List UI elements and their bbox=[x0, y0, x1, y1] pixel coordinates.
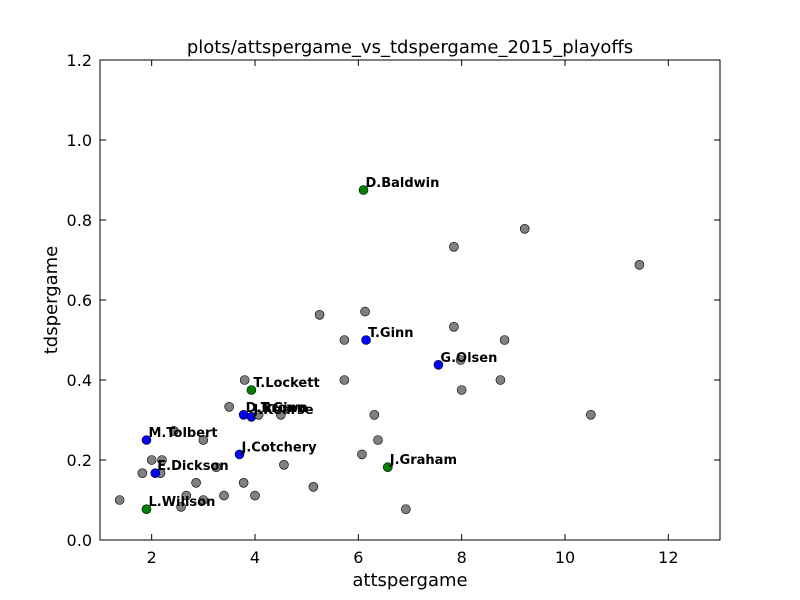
x-tick-label: 4 bbox=[250, 548, 260, 567]
data-point bbox=[449, 242, 459, 252]
data-point-label: G.Olsen bbox=[440, 351, 497, 366]
data-point-label: T.Lockett bbox=[253, 376, 319, 391]
data-point bbox=[250, 490, 260, 501]
data-point bbox=[176, 501, 186, 512]
data-point bbox=[455, 355, 466, 365]
y-tick-label: 0.0 bbox=[67, 531, 92, 550]
x-tick-label: 8 bbox=[457, 548, 467, 567]
y-axis-label: tdspergame bbox=[41, 246, 62, 355]
data-point-label: M.Tolbert bbox=[149, 426, 218, 441]
data-point bbox=[157, 455, 167, 465]
data-point bbox=[634, 259, 645, 270]
data-point bbox=[357, 449, 367, 460]
data-point-labeled bbox=[234, 449, 245, 460]
data-point-label: D.Baldwin bbox=[366, 176, 440, 191]
data-point bbox=[224, 401, 234, 412]
data-point-label: T.Ginn bbox=[368, 326, 413, 341]
data-point bbox=[198, 435, 209, 445]
data-point bbox=[219, 490, 229, 501]
x-tick-label: 10 bbox=[555, 548, 575, 567]
data-point bbox=[360, 306, 370, 317]
data-point bbox=[308, 481, 319, 492]
data-point bbox=[137, 468, 148, 479]
data-point bbox=[519, 224, 530, 234]
data-point bbox=[449, 321, 459, 332]
y-tick-label: 1.0 bbox=[67, 131, 92, 150]
data-point-labeled bbox=[150, 468, 161, 479]
data-points bbox=[114, 185, 645, 515]
data-point-label: J.Graham bbox=[389, 453, 457, 468]
data-point bbox=[276, 409, 286, 420]
y-tick-label: 0.8 bbox=[67, 211, 92, 230]
data-point-labeled bbox=[361, 335, 371, 345]
data-point-labeled bbox=[253, 409, 264, 420]
data-point bbox=[146, 455, 157, 465]
data-point bbox=[456, 385, 467, 395]
data-point bbox=[239, 375, 250, 385]
data-point-labeled bbox=[141, 504, 152, 515]
data-point bbox=[339, 335, 350, 345]
data-point bbox=[339, 375, 350, 385]
y-tick-label: 0.2 bbox=[67, 451, 92, 470]
data-point bbox=[279, 459, 289, 470]
x-tick-label: 12 bbox=[658, 548, 678, 567]
data-point-labeled bbox=[358, 185, 369, 195]
data-point-label: L.Willson bbox=[149, 495, 216, 510]
data-point bbox=[586, 409, 596, 420]
data-point bbox=[198, 495, 209, 505]
data-point bbox=[238, 477, 249, 488]
data-point bbox=[495, 375, 506, 385]
data-point bbox=[181, 490, 192, 501]
data-point bbox=[373, 435, 383, 445]
y-tick-label: 1.2 bbox=[67, 51, 92, 70]
data-point-labeled bbox=[246, 385, 257, 395]
data-point-label: T.Ginn bbox=[261, 401, 306, 416]
plot-area-frame bbox=[99, 59, 721, 541]
x-tick-label: 2 bbox=[147, 548, 157, 567]
data-point bbox=[114, 495, 125, 505]
y-tick-label: 0.6 bbox=[67, 291, 92, 310]
x-tick-label: 6 bbox=[353, 548, 363, 567]
data-point bbox=[211, 462, 222, 473]
data-point bbox=[401, 504, 411, 515]
point-labels: D.BaldwinT.GinnG.OlsenT.LockettD.BrownJ.… bbox=[149, 176, 498, 510]
data-point-label: J.Cotchery bbox=[241, 440, 318, 455]
data-point bbox=[369, 409, 380, 420]
chart-title: plots/attspergame_vs_tdspergame_2015_pla… bbox=[187, 37, 633, 58]
axis-ticks: 2 4 6 8 10 12 0.0 0.2 0.4 0.6 0.8 1.0 1.2 bbox=[67, 51, 720, 567]
data-point-label: J.Kearse bbox=[252, 403, 313, 418]
data-point bbox=[314, 309, 325, 320]
data-point-label: D.Brown bbox=[246, 401, 308, 416]
data-point bbox=[169, 425, 179, 436]
data-point-label: E.Dickson bbox=[157, 459, 228, 474]
data-point bbox=[499, 335, 510, 345]
data-point bbox=[191, 477, 201, 488]
data-point-labeled bbox=[433, 359, 444, 370]
data-point-labeled bbox=[141, 435, 152, 445]
data-point-labeled bbox=[382, 462, 393, 473]
y-tick-label: 0.4 bbox=[67, 371, 92, 390]
x-axis-label: attspergame bbox=[352, 570, 467, 591]
